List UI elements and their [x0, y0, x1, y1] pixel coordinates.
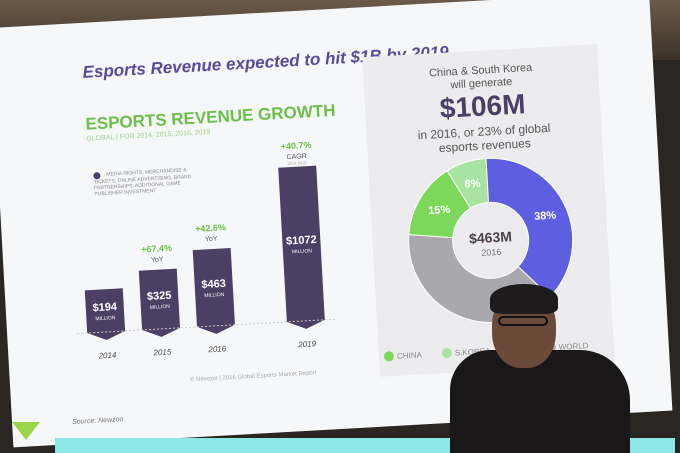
center-value: $463M — [469, 228, 513, 246]
source-note: Source: Newzoo — [71, 416, 124, 427]
bar-unit-label: MILLION — [95, 315, 116, 322]
bar-unit-label: MILLION — [204, 292, 225, 299]
bar-2016 — [192, 247, 235, 334]
growth-label: CAGR — [286, 153, 307, 161]
x-tick-label: 2015 — [152, 347, 172, 357]
bar-unit-label: MILLION — [292, 248, 313, 255]
growth-value: +40.7% — [280, 140, 311, 152]
x-tick-label: 2016 — [207, 344, 227, 354]
presenter-hair — [490, 284, 558, 314]
bar-value-label: $463 — [201, 278, 226, 291]
growth-value: +42.6% — [195, 222, 226, 234]
legend-label: CHINA — [397, 350, 423, 360]
bar-chart: $194MILLION2014$325MILLION2015+67.4%YoY$… — [77, 140, 337, 360]
presentation-slide: Esports Revenue expected to hit $1B by 2… — [0, 0, 673, 448]
bar-value-label: $1072 — [286, 234, 317, 248]
legend-label: S.KOREA — [455, 347, 492, 358]
presenter-glasses — [498, 316, 548, 326]
slice-label: 38% — [534, 210, 557, 223]
growth-label: YoY — [151, 256, 164, 264]
legend-swatch — [383, 351, 394, 362]
baseline — [77, 318, 337, 335]
bar-2019 — [278, 165, 325, 329]
growth-sub: 2014-2019 — [287, 160, 307, 166]
slice-label: 15% — [428, 204, 451, 217]
legend-label: WORLD — [558, 341, 588, 352]
bar-unit-label: MILLION — [150, 304, 171, 311]
slice-n — [485, 157, 574, 298]
growth-value: +67.4% — [141, 243, 172, 255]
slice-label: 8% — [464, 178, 481, 191]
region-panel: China & South Korea will generate $106M … — [362, 44, 615, 377]
growth-label: YoY — [205, 236, 218, 244]
bar-value-label: $325 — [147, 290, 172, 303]
bar-value-label: $194 — [92, 301, 118, 314]
center-label: 2016 — [481, 247, 502, 258]
legend-swatch — [441, 348, 452, 359]
presenter-body — [450, 350, 630, 453]
x-tick-label: 2014 — [97, 350, 117, 360]
logo-icon — [12, 422, 40, 440]
bar-2014 — [84, 288, 126, 340]
x-tick-label: 2019 — [297, 339, 317, 349]
bar-2015 — [138, 268, 181, 337]
